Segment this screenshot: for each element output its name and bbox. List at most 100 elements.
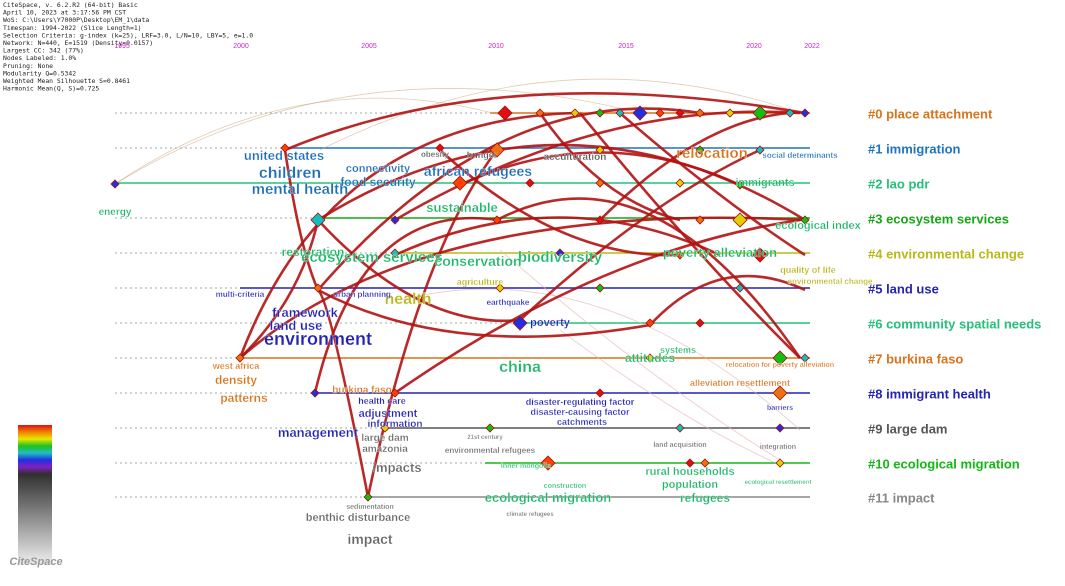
node bbox=[615, 108, 625, 118]
node bbox=[800, 353, 810, 363]
keyword-label: barriers bbox=[767, 405, 793, 412]
link bbox=[238, 111, 576, 359]
node bbox=[700, 458, 710, 468]
info-line: Timespan: 1994-2022 (Slice Length=1) bbox=[3, 24, 142, 32]
node bbox=[595, 178, 605, 188]
link bbox=[399, 288, 801, 431]
node bbox=[675, 250, 685, 260]
node bbox=[685, 458, 695, 468]
keyword-label: children bbox=[259, 165, 321, 182]
node bbox=[595, 215, 605, 225]
link bbox=[578, 112, 801, 359]
keyword-label: west africa bbox=[212, 361, 261, 371]
link bbox=[394, 218, 801, 395]
node bbox=[695, 318, 705, 328]
node bbox=[310, 212, 326, 228]
keyword-label: relocation bbox=[676, 145, 748, 162]
node bbox=[800, 108, 810, 118]
node bbox=[675, 178, 685, 188]
keyword-label: adjustment bbox=[359, 408, 418, 420]
node bbox=[485, 423, 495, 433]
year-label: 1995 bbox=[114, 43, 130, 50]
link bbox=[649, 274, 806, 326]
keyword-label: impacts bbox=[372, 460, 421, 475]
node bbox=[535, 108, 545, 118]
keyword-label: agriculture bbox=[457, 277, 504, 287]
info-line: WoS: C:\Users\Y7000P\Desktop\EM_1\data bbox=[3, 16, 149, 24]
keyword-label: amazonia bbox=[362, 444, 408, 455]
node bbox=[110, 179, 120, 189]
year-label: 2010 bbox=[488, 43, 504, 50]
info-line: Weighted Mean Silhouette S=0.8461 bbox=[3, 77, 130, 85]
keyword-label: earthquake bbox=[487, 298, 530, 307]
link bbox=[313, 216, 498, 394]
keyword-label: large dam bbox=[361, 433, 408, 444]
link bbox=[319, 78, 801, 151]
keyword-label: disaster-causing factor bbox=[530, 407, 630, 417]
keyword-label: environmental change bbox=[788, 277, 873, 286]
cluster-label: #9 large dam bbox=[868, 421, 948, 436]
link bbox=[317, 288, 651, 338]
keyword-label: construction bbox=[544, 483, 586, 490]
keyword-label: population bbox=[662, 479, 718, 491]
node bbox=[363, 492, 373, 502]
keyword-label: benthic disturbance bbox=[306, 512, 411, 524]
node bbox=[800, 215, 810, 225]
info-line: April 10, 2023 at 3:17:56 PM CST bbox=[3, 9, 126, 17]
keyword-label: catchments bbox=[557, 417, 607, 427]
keyword-label: hunger bbox=[467, 150, 498, 160]
cluster-label: #7 burkina faso bbox=[868, 351, 963, 366]
keyword-label: land use bbox=[270, 318, 323, 333]
node bbox=[495, 283, 505, 293]
info-line: Network: N=440, E=1519 (Density=0.0157) bbox=[3, 39, 153, 47]
keyword-label: china bbox=[499, 359, 541, 376]
keyword-label: mental health bbox=[252, 181, 349, 198]
keyword-label: energy bbox=[99, 207, 132, 218]
keyword-label: relocation for poverty alleviation bbox=[726, 362, 834, 369]
node bbox=[489, 142, 505, 158]
node bbox=[390, 215, 400, 225]
link bbox=[114, 88, 641, 185]
cluster-label: #2 lao pdr bbox=[868, 176, 929, 191]
info-line: Modularity Q=0.5342 bbox=[3, 69, 76, 77]
node bbox=[497, 105, 513, 121]
keyword-label: attitudes bbox=[625, 351, 675, 365]
node bbox=[772, 385, 788, 401]
link bbox=[317, 219, 521, 323]
link bbox=[439, 149, 681, 257]
cluster-label: #6 community spatial needs bbox=[868, 316, 1041, 331]
keyword-label: quality of life bbox=[780, 265, 836, 275]
keyword-label: ecological resettlement bbox=[745, 480, 812, 486]
node bbox=[632, 105, 648, 121]
node bbox=[435, 143, 445, 153]
link bbox=[599, 111, 791, 221]
link bbox=[619, 112, 806, 257]
node bbox=[695, 215, 705, 225]
keyword-label: poverty alleviation bbox=[663, 245, 777, 260]
year-label: 2005 bbox=[361, 43, 377, 50]
keyword-label: climate refugees bbox=[506, 512, 554, 518]
keyword-label: immigrants bbox=[735, 177, 794, 189]
node bbox=[390, 248, 400, 258]
keyword-label: environmental refugees bbox=[445, 446, 536, 455]
node bbox=[695, 145, 705, 155]
keyword-label: connectivity bbox=[346, 163, 411, 175]
node bbox=[595, 388, 605, 398]
node bbox=[380, 423, 390, 433]
legend-bar bbox=[18, 425, 52, 565]
node bbox=[310, 388, 320, 398]
keyword-label: information bbox=[368, 419, 423, 430]
node bbox=[755, 145, 765, 155]
keyword-label: african refugees bbox=[424, 163, 532, 179]
keyword-label: environment bbox=[264, 329, 372, 349]
keyword-label: integration bbox=[760, 444, 796, 451]
keyword-label: 21st century bbox=[467, 435, 503, 441]
link bbox=[538, 112, 681, 222]
link bbox=[317, 107, 701, 291]
keyword-label: impact bbox=[347, 531, 392, 547]
node bbox=[595, 283, 605, 293]
link bbox=[283, 149, 320, 291]
info-line: Harmonic Mean(Q, S)=0.725 bbox=[3, 85, 99, 93]
node bbox=[645, 318, 655, 328]
year-label: 2022 bbox=[804, 43, 820, 50]
